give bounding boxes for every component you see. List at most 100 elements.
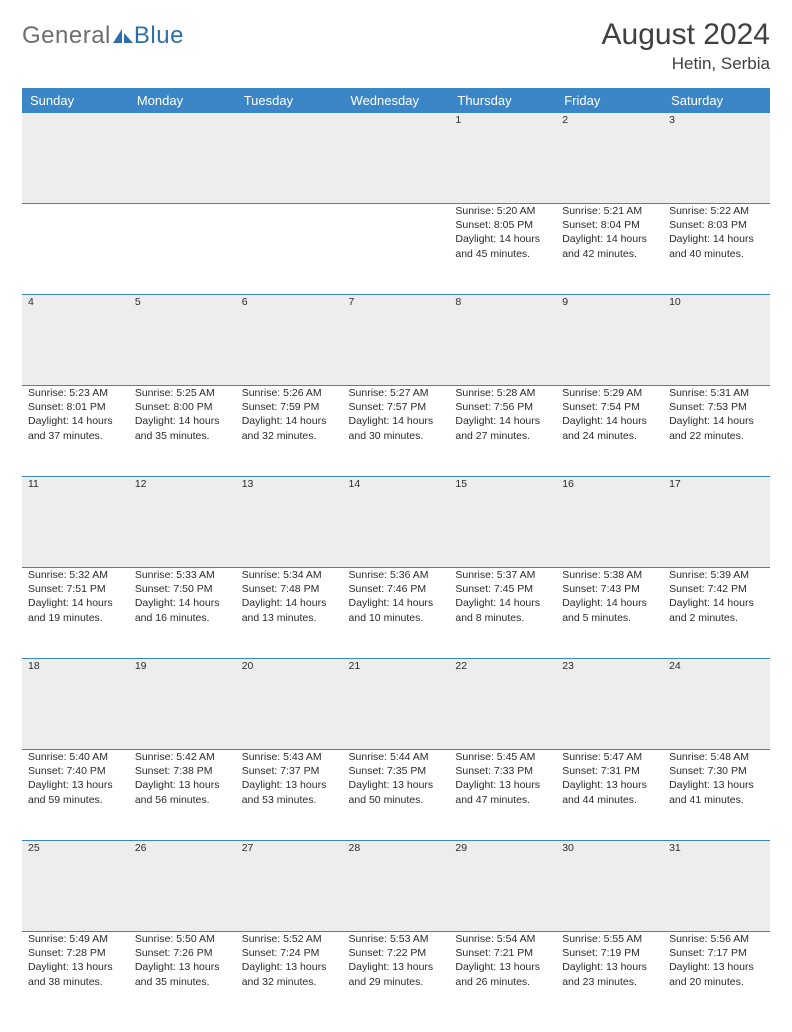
dayinfo-cell: Sunrise: 5:37 AMSunset: 7:45 PMDaylight:… xyxy=(449,568,556,659)
dayinfo-cell: Sunrise: 5:33 AMSunset: 7:50 PMDaylight:… xyxy=(129,568,236,659)
dayname-cell: Saturday xyxy=(663,88,770,113)
daynum-cell: 19 xyxy=(129,659,236,750)
info-row: Sunrise: 5:40 AMSunset: 7:40 PMDaylight:… xyxy=(22,750,770,841)
daynum-cell: 25 xyxy=(22,841,129,932)
daynum-cell: 22 xyxy=(449,659,556,750)
daynum-cell: 30 xyxy=(556,841,663,932)
dayinfo-cell: Sunrise: 5:21 AMSunset: 8:04 PMDaylight:… xyxy=(556,204,663,295)
dayname-cell: Sunday xyxy=(22,88,129,113)
daynum-cell: 3 xyxy=(663,113,770,204)
daynum-cell: 14 xyxy=(343,477,450,568)
daynum-cell xyxy=(236,113,343,204)
dayinfo-cell: Sunrise: 5:36 AMSunset: 7:46 PMDaylight:… xyxy=(343,568,450,659)
calendar-page: General Blue August 2024 Hetin, Serbia Su… xyxy=(0,0,792,1032)
dayinfo-cell: Sunrise: 5:43 AMSunset: 7:37 PMDaylight:… xyxy=(236,750,343,841)
daynum-cell: 7 xyxy=(343,295,450,386)
daynum-cell: 28 xyxy=(343,841,450,932)
daynum-cell: 2 xyxy=(556,113,663,204)
dayinfo-cell: Sunrise: 5:47 AMSunset: 7:31 PMDaylight:… xyxy=(556,750,663,841)
dayname-row: SundayMondayTuesdayWednesdayThursdayFrid… xyxy=(22,88,770,113)
dayinfo-cell: Sunrise: 5:32 AMSunset: 7:51 PMDaylight:… xyxy=(22,568,129,659)
dayinfo-cell: Sunrise: 5:44 AMSunset: 7:35 PMDaylight:… xyxy=(343,750,450,841)
daynum-cell: 17 xyxy=(663,477,770,568)
dayinfo-cell: Sunrise: 5:27 AMSunset: 7:57 PMDaylight:… xyxy=(343,386,450,477)
dayinfo-cell xyxy=(343,204,450,295)
daynum-cell: 20 xyxy=(236,659,343,750)
dayinfo-cell: Sunrise: 5:48 AMSunset: 7:30 PMDaylight:… xyxy=(663,750,770,841)
dayinfo-cell: Sunrise: 5:56 AMSunset: 7:17 PMDaylight:… xyxy=(663,932,770,1023)
logo-text-a: General xyxy=(22,22,111,50)
dayinfo-cell: Sunrise: 5:55 AMSunset: 7:19 PMDaylight:… xyxy=(556,932,663,1023)
dayinfo-cell: Sunrise: 5:45 AMSunset: 7:33 PMDaylight:… xyxy=(449,750,556,841)
dayinfo-cell: Sunrise: 5:29 AMSunset: 7:54 PMDaylight:… xyxy=(556,386,663,477)
daynum-cell: 15 xyxy=(449,477,556,568)
daynum-cell: 23 xyxy=(556,659,663,750)
daynum-cell: 26 xyxy=(129,841,236,932)
dayinfo-cell: Sunrise: 5:23 AMSunset: 8:01 PMDaylight:… xyxy=(22,386,129,477)
dayinfo-cell xyxy=(22,204,129,295)
dayname-cell: Thursday xyxy=(449,88,556,113)
dayinfo-cell: Sunrise: 5:42 AMSunset: 7:38 PMDaylight:… xyxy=(129,750,236,841)
daynum-cell: 24 xyxy=(663,659,770,750)
logo: General Blue xyxy=(22,18,184,50)
info-row: Sunrise: 5:49 AMSunset: 7:28 PMDaylight:… xyxy=(22,932,770,1023)
info-row: Sunrise: 5:20 AMSunset: 8:05 PMDaylight:… xyxy=(22,204,770,295)
daynum-cell: 9 xyxy=(556,295,663,386)
daynum-cell: 6 xyxy=(236,295,343,386)
logo-text-b: Blue xyxy=(134,22,184,50)
dayinfo-cell: Sunrise: 5:26 AMSunset: 7:59 PMDaylight:… xyxy=(236,386,343,477)
month-title: August 2024 xyxy=(602,18,770,52)
daynum-cell: 31 xyxy=(663,841,770,932)
dayinfo-cell xyxy=(129,204,236,295)
dayinfo-cell: Sunrise: 5:40 AMSunset: 7:40 PMDaylight:… xyxy=(22,750,129,841)
daynum-cell: 11 xyxy=(22,477,129,568)
info-row: Sunrise: 5:32 AMSunset: 7:51 PMDaylight:… xyxy=(22,568,770,659)
daynum-cell: 27 xyxy=(236,841,343,932)
daynum-row: 25262728293031 xyxy=(22,841,770,932)
logo-sail-icon xyxy=(113,22,133,50)
daynum-cell: 13 xyxy=(236,477,343,568)
dayname-cell: Monday xyxy=(129,88,236,113)
daynum-cell: 1 xyxy=(449,113,556,204)
dayinfo-cell: Sunrise: 5:34 AMSunset: 7:48 PMDaylight:… xyxy=(236,568,343,659)
dayname-cell: Wednesday xyxy=(343,88,450,113)
daynum-cell xyxy=(343,113,450,204)
daynum-cell: 10 xyxy=(663,295,770,386)
dayinfo-cell: Sunrise: 5:31 AMSunset: 7:53 PMDaylight:… xyxy=(663,386,770,477)
daynum-cell xyxy=(22,113,129,204)
daynum-cell: 21 xyxy=(343,659,450,750)
daynum-cell: 29 xyxy=(449,841,556,932)
dayname-cell: Tuesday xyxy=(236,88,343,113)
header: General Blue August 2024 Hetin, Serbia xyxy=(22,18,770,74)
dayinfo-cell xyxy=(236,204,343,295)
daynum-row: 18192021222324 xyxy=(22,659,770,750)
daynum-cell: 4 xyxy=(22,295,129,386)
dayinfo-cell: Sunrise: 5:22 AMSunset: 8:03 PMDaylight:… xyxy=(663,204,770,295)
daynum-row: 123 xyxy=(22,113,770,204)
info-row: Sunrise: 5:23 AMSunset: 8:01 PMDaylight:… xyxy=(22,386,770,477)
daynum-cell: 18 xyxy=(22,659,129,750)
daynum-cell: 16 xyxy=(556,477,663,568)
title-block: August 2024 Hetin, Serbia xyxy=(602,18,770,74)
calendar-table: SundayMondayTuesdayWednesdayThursdayFrid… xyxy=(22,88,770,1022)
daynum-row: 45678910 xyxy=(22,295,770,386)
dayinfo-cell: Sunrise: 5:50 AMSunset: 7:26 PMDaylight:… xyxy=(129,932,236,1023)
dayinfo-cell: Sunrise: 5:38 AMSunset: 7:43 PMDaylight:… xyxy=(556,568,663,659)
dayinfo-cell: Sunrise: 5:25 AMSunset: 8:00 PMDaylight:… xyxy=(129,386,236,477)
daynum-cell: 8 xyxy=(449,295,556,386)
location: Hetin, Serbia xyxy=(602,54,770,74)
calendar-body: 123Sunrise: 5:20 AMSunset: 8:05 PMDaylig… xyxy=(22,113,770,1022)
daynum-row: 11121314151617 xyxy=(22,477,770,568)
dayinfo-cell: Sunrise: 5:49 AMSunset: 7:28 PMDaylight:… xyxy=(22,932,129,1023)
dayname-cell: Friday xyxy=(556,88,663,113)
daynum-cell: 5 xyxy=(129,295,236,386)
dayinfo-cell: Sunrise: 5:39 AMSunset: 7:42 PMDaylight:… xyxy=(663,568,770,659)
daynum-cell: 12 xyxy=(129,477,236,568)
dayinfo-cell: Sunrise: 5:54 AMSunset: 7:21 PMDaylight:… xyxy=(449,932,556,1023)
dayinfo-cell: Sunrise: 5:52 AMSunset: 7:24 PMDaylight:… xyxy=(236,932,343,1023)
dayinfo-cell: Sunrise: 5:20 AMSunset: 8:05 PMDaylight:… xyxy=(449,204,556,295)
daynum-cell xyxy=(129,113,236,204)
dayinfo-cell: Sunrise: 5:53 AMSunset: 7:22 PMDaylight:… xyxy=(343,932,450,1023)
dayinfo-cell: Sunrise: 5:28 AMSunset: 7:56 PMDaylight:… xyxy=(449,386,556,477)
calendar-head: SundayMondayTuesdayWednesdayThursdayFrid… xyxy=(22,88,770,113)
